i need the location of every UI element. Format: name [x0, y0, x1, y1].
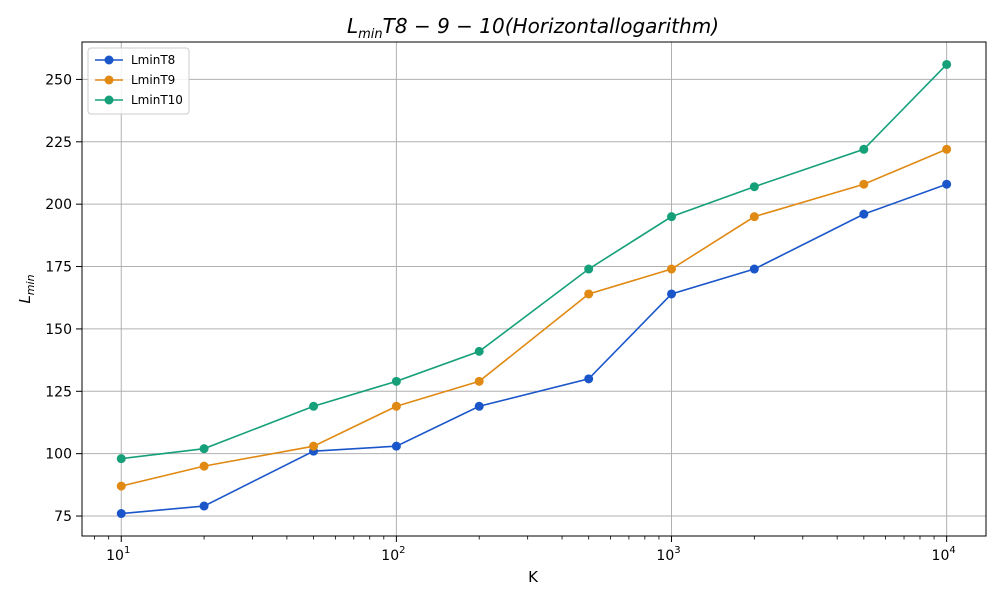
data-point-lmint9 [584, 289, 594, 299]
data-point-lmint10 [309, 401, 319, 411]
data-point-lmint8 [942, 179, 952, 189]
x-axis-minor-ticks [94, 536, 935, 540]
legend-label-lmint9: LminT9 [131, 73, 175, 87]
data-point-lmint10 [199, 444, 209, 454]
data-point-lmint9 [199, 461, 209, 471]
y-tick-label: 150 [45, 322, 72, 338]
chart-title: LminT8 − 9 − 10(Horizontallogarithm) [347, 14, 719, 42]
y-tick-label: 250 [45, 72, 72, 88]
data-point-lmint8 [116, 509, 126, 519]
data-point-lmint9 [749, 212, 759, 222]
series-line-lmint9 [121, 148, 947, 487]
series-line-lmint8 [121, 183, 947, 515]
y-tick-label: 125 [45, 384, 72, 400]
x-axis-ticks: 101 102 103 104 [106, 536, 956, 564]
data-point-lmint10 [859, 144, 869, 154]
plot-frame [81, 41, 987, 537]
x-tick-label: 102 [381, 545, 405, 564]
legend-item-lmint10: LminT10 [95, 93, 183, 107]
data-point-lmint9 [667, 264, 677, 274]
series-line-lmint10 [121, 63, 948, 460]
legend-marker-lmint10 [104, 95, 114, 105]
y-axis-ticks: 75 100 125 150 175 200 225 250 [45, 72, 82, 525]
data-point-lmint10 [942, 59, 952, 69]
data-point-lmint9 [942, 144, 952, 154]
y-tick-label: 100 [45, 447, 72, 463]
x-tick-label: 104 [932, 545, 956, 564]
legend-marker-lmint8 [104, 55, 114, 65]
data-point-lmint9 [391, 401, 401, 411]
y-tick-label: 200 [45, 197, 72, 213]
legend: LminT8 LminT9 LminT10 [87, 47, 190, 115]
data-point-lmint8 [391, 441, 401, 451]
grid [82, 42, 986, 536]
y-tick-label: 175 [45, 260, 72, 276]
legend-item-lmint8: LminT8 [95, 53, 175, 67]
legend-item-lmint9: LminT9 [95, 73, 175, 87]
data-point-lmint10 [667, 212, 677, 222]
data-point-lmint8 [199, 501, 209, 511]
data-point-lmint10 [474, 346, 484, 356]
legend-label-lmint8: LminT8 [131, 53, 175, 67]
data-point-lmint10 [584, 264, 594, 274]
plot-series [116, 59, 952, 519]
data-point-lmint10 [749, 182, 759, 192]
data-point-lmint9 [859, 179, 869, 189]
y-tick-label: 225 [45, 135, 72, 151]
data-point-lmint8 [667, 289, 677, 299]
series-lmint9 [116, 144, 952, 491]
legend-box [87, 47, 190, 115]
series-lmint8 [116, 179, 952, 519]
legend-label-lmint10: LminT10 [131, 93, 183, 107]
data-point-lmint8 [859, 209, 869, 219]
data-point-lmint9 [474, 376, 484, 386]
legend-marker-lmint9 [104, 75, 114, 85]
data-point-lmint9 [309, 441, 319, 451]
data-point-lmint8 [749, 264, 759, 274]
y-axis-label: Lmin [16, 274, 37, 303]
x-tick-label: 103 [656, 545, 680, 564]
data-point-lmint8 [584, 374, 594, 384]
series-lmint10 [116, 59, 952, 464]
data-point-lmint9 [116, 481, 126, 491]
data-point-lmint10 [116, 454, 126, 464]
y-tick-label: 75 [54, 509, 72, 525]
data-point-lmint8 [474, 401, 484, 411]
x-tick-label: 101 [106, 545, 130, 564]
x-axis-label: K [528, 568, 539, 586]
data-point-lmint10 [391, 376, 401, 386]
